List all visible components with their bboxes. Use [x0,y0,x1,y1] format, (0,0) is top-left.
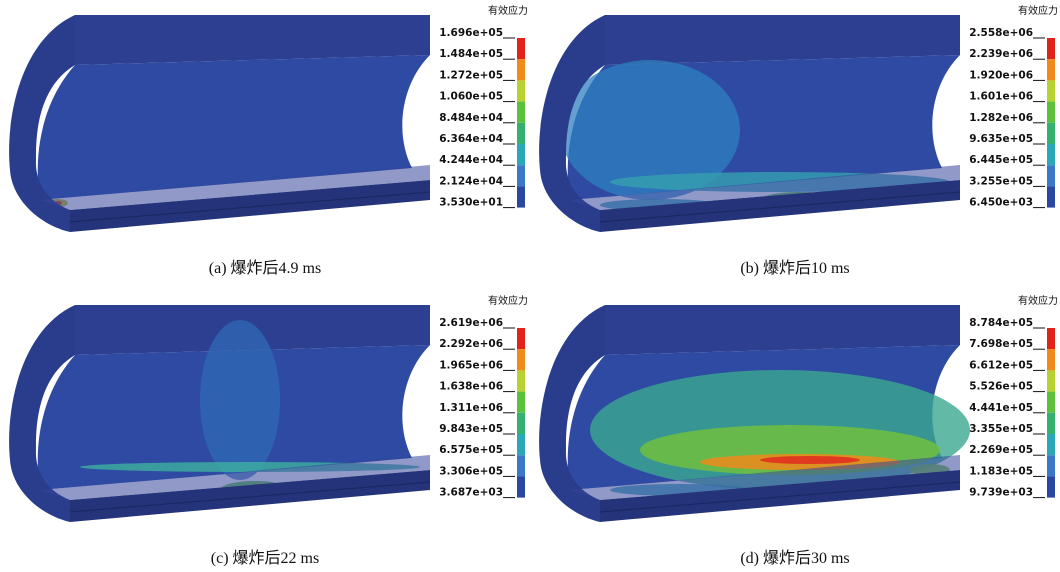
legend-swatch [517,413,525,434]
legend-label: 2.269e+05 [969,444,1033,456]
stress-region [760,456,860,464]
legend-swatch [517,165,525,186]
legend-label: 2.558e+06 [969,27,1033,39]
legend-swatch [517,328,525,349]
legend-swatch [517,476,525,497]
legend-label: 6.575e+05 [439,444,503,456]
legend-label: 8.784e+05 [969,317,1033,329]
legend-swatch [1047,102,1055,123]
legend-title: 有效应力 [488,4,528,17]
legend-swatch [1047,349,1055,370]
legend-label: 4.441e+05 [969,402,1033,414]
legend-label: 7.698e+05 [969,338,1033,350]
legend-swatch [517,102,525,123]
legend-label: 2.619e+06 [439,317,503,329]
caption: (d) 爆炸后30 ms [740,548,849,567]
legend-title: 有效应力 [488,294,528,307]
legend-title: 有效应力 [1018,294,1058,307]
panel: 有效应力 8.784e+05 7.698e+05 6.612e+05 5.526e+05… [539,294,1058,567]
legend-label: 1.311e+06 [439,402,503,414]
legend-swatch [517,123,525,144]
legend-label: 8.484e+04 [439,112,503,124]
legend-swatch [517,392,525,413]
legend-label: 3.530e+01 [439,197,503,209]
legend-label: 5.526e+05 [969,381,1033,393]
legend-swatch [517,80,525,101]
legend-label: 1.484e+05 [439,48,503,60]
legend-swatch [1047,476,1055,497]
legend-swatch [517,186,525,207]
legend-label: 3.687e+03 [439,487,503,499]
legend-swatch [1047,38,1055,59]
legend-swatch [517,370,525,391]
legend-swatch [1047,144,1055,165]
legend-label: 9.739e+03 [969,487,1033,499]
legend-swatch [1047,392,1055,413]
legend-label: 2.124e+04 [439,175,503,187]
legend-label: 1.282e+06 [969,112,1033,124]
legend-label: 1.060e+05 [439,91,503,103]
legend-label: 9.635e+05 [969,133,1033,145]
legend-label: 6.450e+03 [969,197,1033,209]
legend-swatch [1047,455,1055,476]
legend-label: 4.244e+04 [439,154,503,166]
legend-swatch [517,144,525,165]
panel: 有效应力 1.696e+05 1.484e+05 1.272e+05 1.060e+05… [9,4,528,277]
legend-label: 2.292e+06 [439,338,503,350]
legend-label: 6.445e+05 [969,154,1033,166]
legend-swatch [517,349,525,370]
caption: (a) 爆炸后4.9 ms [209,258,321,277]
legend-label: 1.638e+06 [439,381,503,393]
stress-region [200,320,280,480]
legend-swatch [517,434,525,455]
legend-label: 6.612e+05 [969,359,1033,371]
legend-swatch [1047,59,1055,80]
legend-label: 1.965e+06 [439,359,503,371]
caption: (b) 爆炸后10 ms [740,258,849,277]
legend-swatch [1047,80,1055,101]
legend-swatch [1047,165,1055,186]
legend-swatch [1047,186,1055,207]
legend-label: 1.272e+05 [439,69,503,81]
figure: 有效应力 1.696e+05 1.484e+05 1.272e+05 1.060e+05… [0,0,1060,572]
legend-label: 9.843e+05 [439,423,503,435]
panel: 有效应力 2.558e+06 2.239e+06 1.920e+06 1.601e+06… [539,4,1058,277]
legend-label: 2.239e+06 [969,48,1033,60]
legend-swatch [1047,328,1055,349]
caption: (c) 爆炸后22 ms [211,548,319,567]
legend-swatch [517,455,525,476]
legend-label: 3.306e+05 [439,465,503,477]
legend-label: 1.183e+05 [969,465,1033,477]
legend-swatch [1047,413,1055,434]
legend-swatch [517,59,525,80]
legend-swatch [1047,434,1055,455]
legend-label: 1.696e+05 [439,27,503,39]
legend-swatch [1047,370,1055,391]
legend-swatch [517,38,525,59]
legend-swatch [1047,123,1055,144]
legend-label: 1.920e+06 [969,69,1033,81]
legend-label: 6.364e+04 [439,133,503,145]
panel: 有效应力 2.619e+06 2.292e+06 1.965e+06 1.638e+06… [9,294,528,567]
legend-label: 3.255e+05 [969,175,1033,187]
legend-label: 3.355e+05 [969,423,1033,435]
legend-label: 1.601e+06 [969,91,1033,103]
legend-title: 有效应力 [1018,4,1058,17]
